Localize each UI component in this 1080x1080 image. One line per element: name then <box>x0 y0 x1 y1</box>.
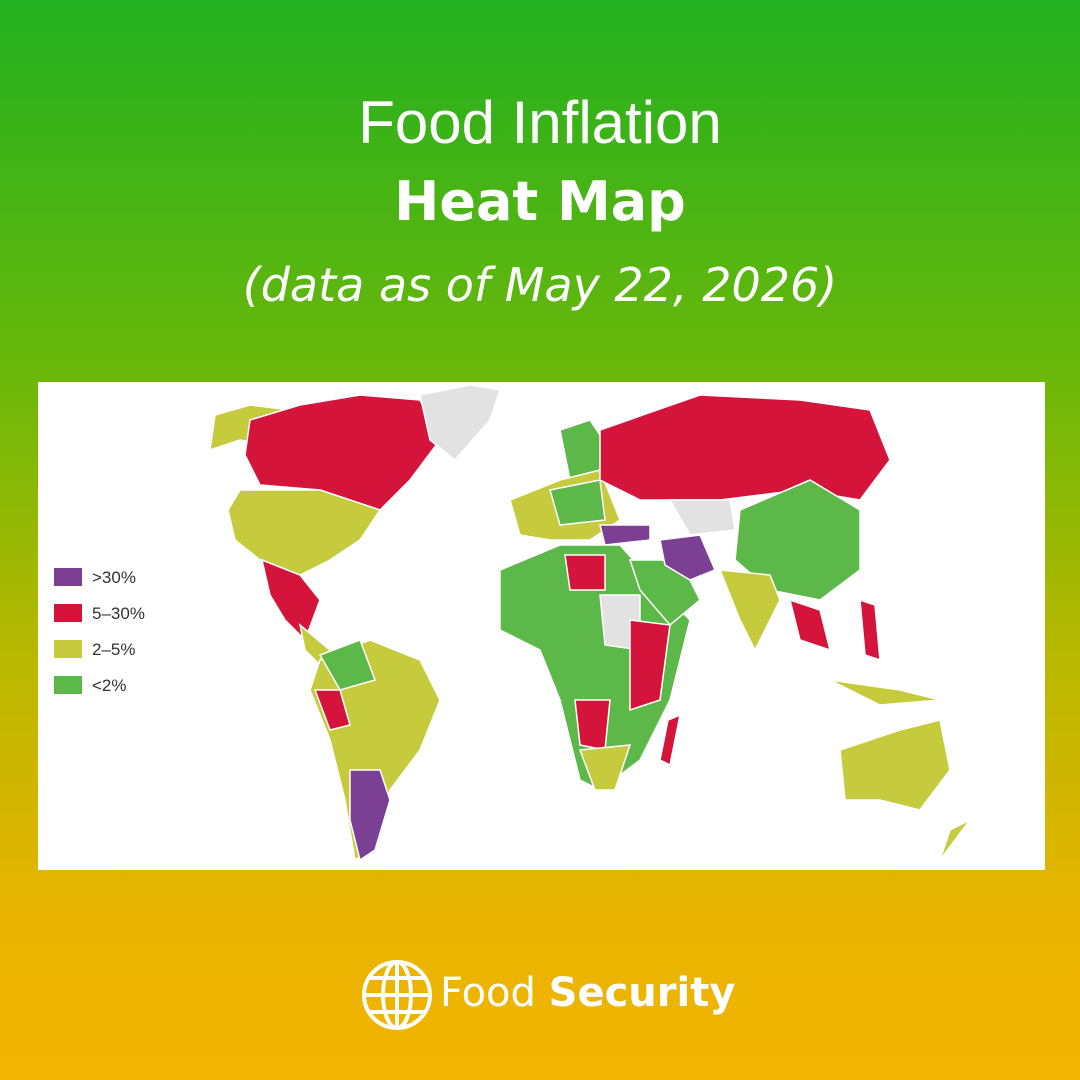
usa <box>227 489 382 576</box>
title: Food Inflation <box>358 89 722 156</box>
countries <box>209 384 971 862</box>
subtitle: (data as of May 22, 2026) <box>242 258 838 312</box>
legend: >30% 5–30% 2–5% <2% <box>54 568 145 695</box>
legend-label: <2% <box>92 676 127 695</box>
footer: Food Security <box>440 970 735 1016</box>
southeast-asia <box>788 598 832 652</box>
philippines <box>859 598 881 662</box>
argentina <box>349 769 391 862</box>
legend-swatch <box>54 676 82 694</box>
peru <box>313 689 351 731</box>
central-asia <box>668 499 736 536</box>
greenland <box>419 384 501 462</box>
legend-swatch <box>54 568 82 586</box>
logo-icon <box>362 960 432 1030</box>
india <box>718 569 781 652</box>
australia <box>839 719 951 811</box>
europe-east <box>549 479 606 526</box>
east-africa <box>629 619 671 712</box>
title-bold: Heat Map <box>394 170 686 233</box>
libya <box>564 554 606 591</box>
legend-label: 5–30% <box>92 604 145 623</box>
southern-africa <box>578 744 632 791</box>
africa <box>499 544 691 791</box>
madagascar <box>659 713 682 767</box>
brand: Food <box>440 970 536 1016</box>
china <box>734 479 861 601</box>
legend-swatch <box>54 604 82 622</box>
legend-label: 2–5% <box>92 640 135 659</box>
canada <box>244 394 441 511</box>
turkey <box>599 524 651 546</box>
indonesia <box>829 679 941 706</box>
new-zealand <box>939 819 971 861</box>
russia <box>599 394 891 501</box>
legend-swatch <box>54 640 82 658</box>
legend-label: >30% <box>92 568 136 587</box>
iran <box>659 534 716 581</box>
colombia <box>318 639 376 691</box>
brand-bold: Security <box>548 970 736 1016</box>
central-africa <box>574 699 611 751</box>
